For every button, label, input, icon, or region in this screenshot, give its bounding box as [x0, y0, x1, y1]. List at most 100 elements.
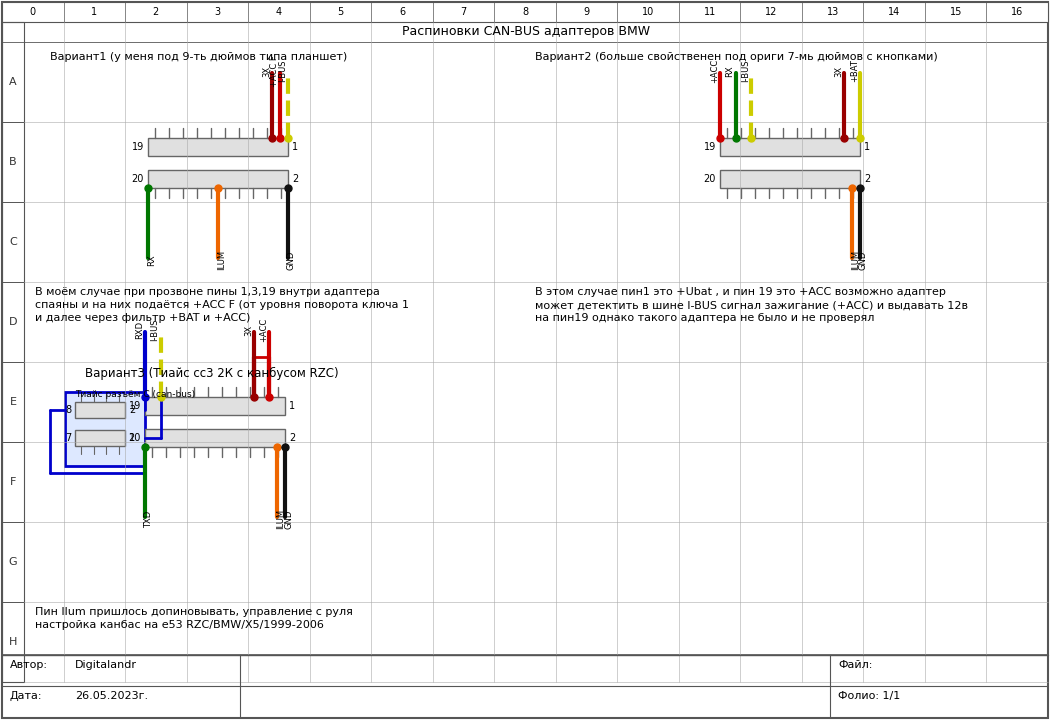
- Text: 3X: 3X: [244, 325, 253, 336]
- Text: 9: 9: [584, 7, 590, 17]
- Text: 8: 8: [522, 7, 528, 17]
- Text: 8: 8: [65, 405, 71, 415]
- Text: 1: 1: [129, 433, 135, 443]
- Bar: [2, 602, 24, 682]
- Text: 15: 15: [949, 7, 962, 17]
- Text: В этом случае пин1 это +Ubat , и пин 19 это +ACC возможно адаптер: В этом случае пин1 это +Ubat , и пин 19 …: [536, 287, 946, 297]
- Text: Вариант3 (Тиайс сс3 2К с канбусом RZC): Вариант3 (Тиайс сс3 2К с канбусом RZC): [85, 367, 338, 380]
- Text: 12: 12: [765, 7, 777, 17]
- Text: Автор:: Автор:: [10, 660, 48, 670]
- Text: TXD: TXD: [144, 510, 153, 528]
- Bar: [2, 202, 24, 282]
- Bar: [145, 429, 285, 447]
- Bar: [148, 170, 288, 188]
- Text: A: A: [9, 77, 17, 87]
- Text: 6: 6: [399, 7, 405, 17]
- Text: 11: 11: [704, 7, 716, 17]
- Text: 19: 19: [129, 401, 141, 411]
- Text: I-BUS: I-BUS: [278, 60, 287, 82]
- Bar: [720, 138, 860, 156]
- Text: GND: GND: [284, 509, 293, 528]
- Text: 20: 20: [128, 433, 141, 443]
- Text: 0: 0: [29, 7, 36, 17]
- Text: настройка канбас на е53 RZC/BMW/X5/1999-2006: настройка канбас на е53 RZC/BMW/X5/1999-…: [35, 620, 323, 630]
- Text: E: E: [9, 397, 17, 407]
- Bar: [24, 22, 1048, 42]
- Bar: [2, 442, 24, 522]
- Text: F: F: [9, 477, 16, 487]
- Text: 2: 2: [864, 174, 870, 184]
- Text: 3X: 3X: [835, 66, 843, 76]
- Text: спаяны и на них подаётся +ACC F (от уровня поворота ключа 1: спаяны и на них подаётся +ACC F (от уров…: [35, 300, 409, 310]
- Text: 7: 7: [460, 7, 466, 17]
- Bar: [148, 138, 288, 156]
- Text: В моём случае при прозвоне пины 1,3,19 внутри адаптера: В моём случае при прозвоне пины 1,3,19 в…: [35, 287, 380, 297]
- Text: 3X: 3X: [262, 66, 272, 76]
- Text: на пин19 однако такого адаптера не было и не проверял: на пин19 однако такого адаптера не было …: [536, 313, 875, 323]
- Text: ILUM: ILUM: [217, 250, 226, 270]
- Text: 3: 3: [214, 7, 220, 17]
- Text: Дата:: Дата:: [10, 691, 42, 701]
- Text: +BAT: +BAT: [850, 60, 859, 82]
- Text: +ACC: +ACC: [259, 318, 269, 342]
- Bar: [2, 522, 24, 602]
- Bar: [2, 122, 24, 202]
- Text: 2: 2: [289, 433, 295, 443]
- Text: RX: RX: [147, 254, 156, 266]
- Text: ILUM: ILUM: [276, 509, 286, 529]
- Bar: [65, 392, 145, 466]
- Text: Digitalandr: Digitalandr: [75, 660, 136, 670]
- Text: 1: 1: [289, 401, 295, 411]
- Text: может детектить в шине I-BUS сигнал зажигание (+ACC) и выдавать 12в: может детектить в шине I-BUS сигнал зажи…: [536, 300, 968, 310]
- Text: 19: 19: [704, 142, 716, 152]
- Bar: [2, 655, 1048, 718]
- Text: +ACC: +ACC: [710, 59, 719, 83]
- Bar: [75, 430, 125, 446]
- Text: C: C: [9, 237, 17, 247]
- Text: 20: 20: [704, 174, 716, 184]
- Text: RX: RX: [726, 66, 735, 77]
- Text: GND: GND: [859, 251, 868, 270]
- Text: I-BUS: I-BUS: [741, 60, 750, 82]
- Text: B: B: [9, 157, 17, 167]
- Text: Фолио: 1/1: Фолио: 1/1: [838, 691, 900, 701]
- Bar: [2, 42, 24, 122]
- Text: Вариант2 (больше свойственен под ориги 7-мь дюймов с кнопками): Вариант2 (больше свойственен под ориги 7…: [536, 52, 938, 62]
- Text: Файл:: Файл:: [838, 660, 873, 670]
- Text: 1: 1: [292, 142, 298, 152]
- Bar: [2, 282, 24, 362]
- Text: 19: 19: [131, 142, 144, 152]
- Bar: [2, 22, 24, 682]
- Text: и далее через фильтр +BAT и +ACC): и далее через фильтр +BAT и +ACC): [35, 313, 250, 323]
- Text: 26.05.2023г.: 26.05.2023г.: [75, 691, 148, 701]
- Text: D: D: [8, 317, 17, 327]
- Text: 10: 10: [642, 7, 654, 17]
- Bar: [145, 397, 285, 415]
- Text: 14: 14: [888, 7, 900, 17]
- Text: Пин Ilum пришлось допиновывать, управление с руля: Пин Ilum пришлось допиновывать, управлен…: [35, 607, 353, 617]
- Bar: [720, 170, 860, 188]
- Bar: [2, 2, 1048, 22]
- Text: Тиайс разъём С (can-bus): Тиайс разъём С (can-bus): [75, 390, 195, 399]
- Text: 13: 13: [826, 7, 839, 17]
- Text: I-BUS: I-BUS: [150, 319, 160, 341]
- Text: 4: 4: [276, 7, 282, 17]
- Text: Вариант1 (у меня под 9-ть дюймов типа планшет): Вариант1 (у меня под 9-ть дюймов типа пл…: [50, 52, 348, 62]
- Text: 5: 5: [337, 7, 343, 17]
- Text: 1: 1: [91, 7, 98, 17]
- Text: Распиновки CAN-BUS адаптеров BMW: Распиновки CAN-BUS адаптеров BMW: [402, 25, 650, 38]
- Text: +ACC F: +ACC F: [270, 55, 279, 87]
- Text: G: G: [8, 557, 17, 567]
- Text: RXD: RXD: [135, 321, 144, 339]
- Bar: [75, 402, 125, 418]
- Bar: [2, 362, 24, 442]
- Text: 7: 7: [65, 433, 71, 443]
- Text: 16: 16: [1011, 7, 1024, 17]
- Text: ILUM: ILUM: [852, 250, 860, 270]
- Text: GND: GND: [287, 251, 296, 270]
- Text: 2: 2: [152, 7, 159, 17]
- Text: 2: 2: [129, 405, 135, 415]
- Text: H: H: [8, 637, 17, 647]
- Text: 1: 1: [864, 142, 870, 152]
- Text: 20: 20: [131, 174, 144, 184]
